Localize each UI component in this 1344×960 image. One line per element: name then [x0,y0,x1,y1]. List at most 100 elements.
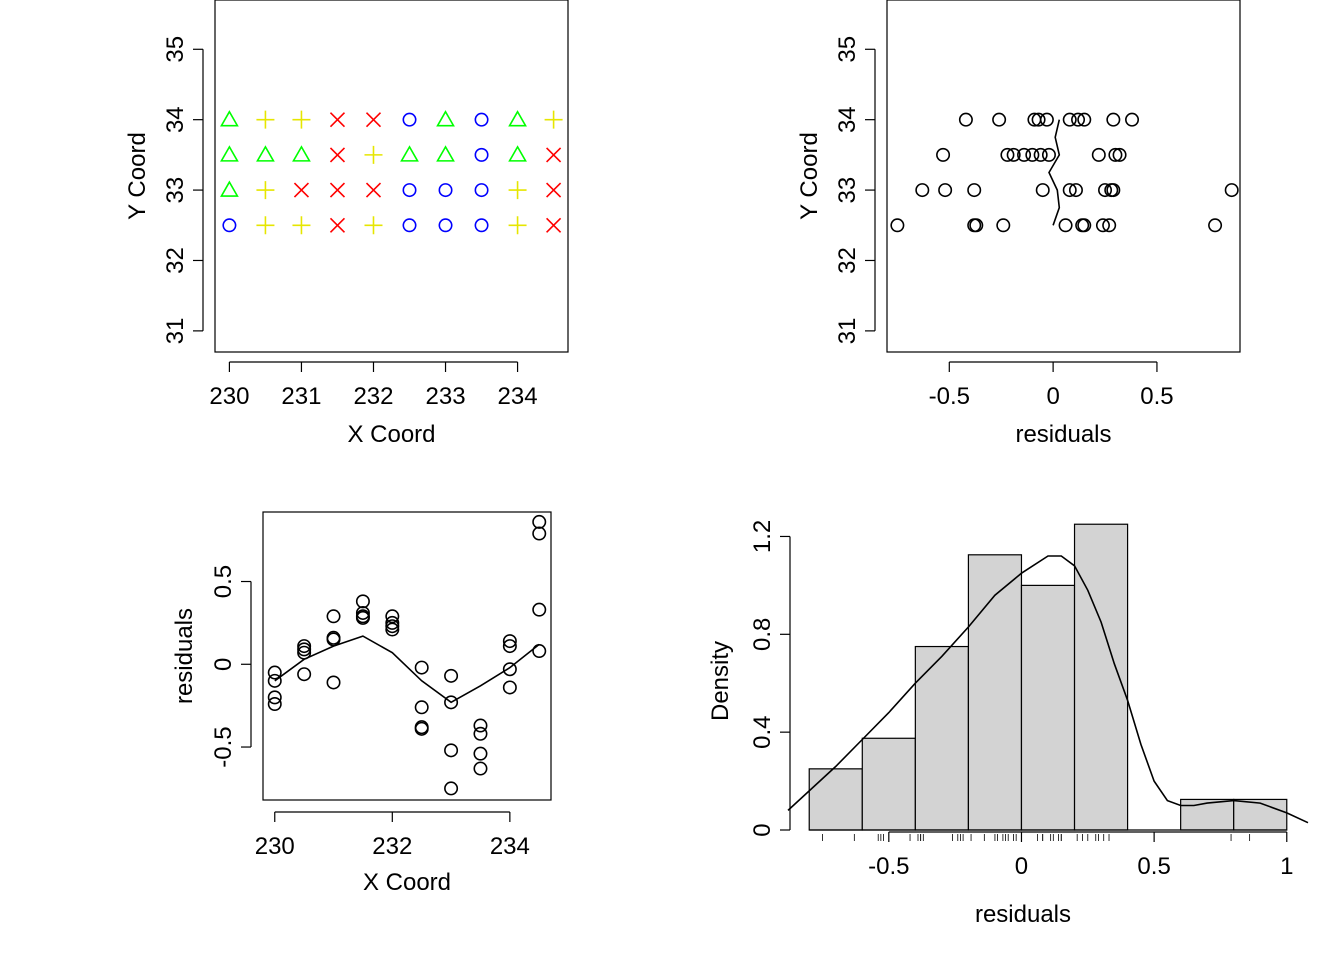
panel-top-left-point-plus [292,216,311,235]
panel-top-right-point-circle [1106,112,1121,127]
panel-top-right-point-circle [1102,218,1117,233]
panel-top-right-point-circle [1098,183,1113,198]
panel-top-left-point-circle [438,218,453,233]
panel-top-left-point-circle [222,218,237,233]
panel-top-left-point-plus [256,110,275,129]
panel-top-left-x-tick-label: 233 [426,383,466,410]
panel-top-left-point-triangle [292,145,311,162]
panel-top-left-point-cross [546,217,562,233]
panel-top-right-point-circle [967,183,982,198]
panel-bottom-left-x-tick-label: 234 [490,833,530,860]
panel-bottom-left-point-circle [267,696,282,711]
panel-top-right-point-circle [1106,183,1121,198]
panel-bottom-right-bar [808,768,863,831]
panel-top-left-y-tick-label: 33 [162,177,189,204]
panel-bottom-left-point-circle [502,634,517,649]
panel-bottom-right-bar [1073,523,1129,831]
panel-bottom-left-smooth-line [274,635,540,704]
panel-bottom-right-y-tick-label: 0.8 [749,618,776,651]
panel-bottom-right-density-curve [787,555,1309,824]
panel-top-right-y-tick-label: 32 [834,247,861,274]
panel-top-right-point-circle [1035,183,1050,198]
panel-top-right-point-circle [1077,218,1092,233]
panel-top-left-y-tick-label: 35 [162,36,189,63]
panel-top-right-smooth-line [1048,119,1061,226]
panel-top-right-point-circle [1033,147,1048,162]
panel-top-right-point-circle [1068,183,1083,198]
panel-top-left-point-circle [474,112,489,127]
panel-top-left-ylabel: Y Coord [124,132,151,220]
panel-top-left-point-plus [364,216,383,235]
panel-bottom-left-ylabel: residuals [171,608,198,704]
panel-bottom-left-point-circle [267,673,282,688]
panel-bottom-left-point-circle [385,619,400,634]
panel-bottom-right-y-tick-label: 1.2 [749,520,776,553]
panel-top-left-scatter: X Coord Y Coord 230 231 232 233 234 31 32 33 34 3… [124,0,569,448]
panel-top-right-y-tick-label: 35 [834,36,861,63]
panel-top-left-point-cross [365,182,382,198]
panel-bottom-left-point-circle [297,645,312,660]
panel-top-left-x-tick-label: 234 [498,383,538,410]
panel-bottom-left-frame [262,511,552,801]
panel-top-left-point-cross [293,182,310,198]
panel-top-right-point-circle [992,112,1007,127]
panel-top-right-point-circle [1071,112,1086,127]
panel-bottom-right-ylabel: Density [707,641,734,721]
panel-top-left-point-triangle [400,145,419,162]
panel-top-right-ylabel: Y Coord [796,132,823,220]
panel-bottom-left-point-circle [326,632,341,647]
panel-top-right-x-tick-label: 0 [1046,383,1059,410]
panel-top-right-y-tick-label: 33 [834,177,861,204]
panel-bottom-right-xlabel: residuals [975,901,1071,928]
panel-bottom-right-bar [1020,584,1076,831]
panel-top-left-y-tick-label: 34 [162,106,189,133]
panel-bottom-left-point-circle [414,700,429,715]
panel-top-left-point-cross [329,217,346,233]
panel-bottom-left-point-circle [444,743,459,758]
panel-bottom-right-bar [1180,798,1235,831]
panel-top-left-point-plus [544,110,563,129]
panel-top-left-y-tick-label: 31 [162,318,189,345]
panel-top-left-point-plus [508,216,527,235]
panel-top-right-point-circle [938,183,953,198]
panel-top-right-point-circle [890,218,905,233]
panel-top-left-point-triangle [220,110,239,127]
panel-top-left-x-tick-label: 232 [353,383,393,410]
panel-bottom-left-x-tick-label: 230 [255,833,295,860]
panel-bottom-left-point-circle [297,642,312,657]
panel-bottom-left-point-circle [502,662,517,677]
panel-top-right-point-circle [1039,112,1054,127]
panel-bottom-left-point-circle [385,622,400,637]
panel-top-left-xlabel: X Coord [347,421,435,448]
panel-top-left-point-triangle [508,110,527,127]
panel-bottom-left-point-circle [355,594,370,609]
panel-top-left-point-triangle [220,145,239,162]
panel-bottom-left-point-circle [444,695,459,710]
panel-bottom-left-point-circle [532,514,547,529]
panel-bottom-left-point-circle [532,644,547,659]
panel-top-left-point-cross [365,112,382,128]
panel-bottom-left-y-tick-label: 0 [210,658,237,671]
panel-top-left-x-tick-label: 231 [281,383,321,410]
panel-bottom-left-y-tick-label: 0.5 [210,565,237,598]
panel-bottom-left-point-circle [267,665,282,680]
panel-bottom-left-point-circle [326,675,341,690]
panel-top-right-point-circle [996,218,1011,233]
panel-top-right-point-circle [1025,147,1040,162]
panel-top-left-point-circle [402,183,417,198]
panel-top-right-point-circle [1062,112,1077,127]
panel-top-right-point-circle [1095,218,1110,233]
panel-top-left-point-cross [329,112,346,128]
panel-top-right-point-circle [1112,147,1127,162]
panel-top-left-point-plus [292,110,311,129]
panel-bottom-right-x-tick-label: -0.5 [868,853,909,880]
panel-bottom-right-x-tick-label: 1 [1280,853,1293,880]
panel-top-right-point-circle [1077,112,1092,127]
panel-top-right-point-circle [1062,183,1077,198]
panel-bottom-left-point-circle [355,605,370,620]
panel-top-left-point-cross [546,182,562,198]
panel-bottom-left-point-circle [502,639,517,654]
panel-bottom-left-point-circle [326,609,341,624]
panel-top-right-point-circle [1091,147,1106,162]
panel-top-left-frame [214,0,569,353]
